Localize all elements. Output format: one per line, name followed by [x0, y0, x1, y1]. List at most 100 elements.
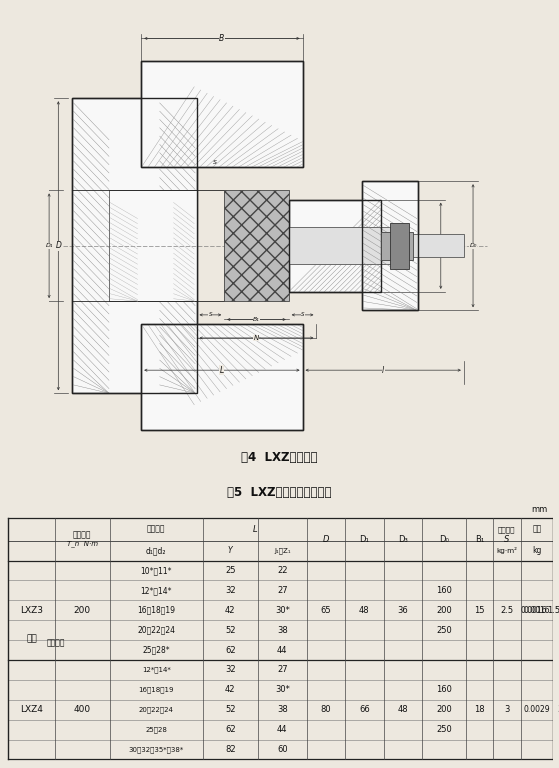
Bar	[141, 61, 302, 167]
Text: kg·m²: kg·m²	[496, 547, 517, 554]
Text: 400: 400	[74, 705, 91, 714]
Bar	[141, 324, 302, 430]
Text: 30*: 30*	[275, 606, 290, 615]
Text: D: D	[323, 535, 329, 544]
Text: 52: 52	[225, 626, 235, 634]
Text: D₀: D₀	[439, 535, 449, 544]
Text: 22: 22	[277, 566, 287, 575]
Text: 82: 82	[225, 745, 235, 754]
Text: 200: 200	[436, 606, 452, 615]
Text: 2.5: 2.5	[500, 606, 513, 615]
Text: L: L	[253, 525, 257, 534]
Text: 1.5: 1.5	[547, 606, 559, 615]
Text: 44: 44	[277, 646, 287, 654]
Text: N: N	[254, 335, 259, 341]
Bar	[224, 190, 288, 301]
Text: 48: 48	[359, 606, 369, 615]
Text: 25、28: 25、28	[145, 727, 167, 733]
Text: Y: Y	[228, 546, 233, 555]
Text: l: l	[382, 366, 384, 375]
Text: 44: 44	[277, 725, 287, 734]
Text: 36: 36	[397, 606, 408, 615]
Text: B: B	[219, 34, 225, 43]
Text: 表5  LXZ型联轴器主要尺寸: 表5 LXZ型联轴器主要尺寸	[228, 486, 331, 499]
Text: D₁: D₁	[359, 535, 369, 544]
Text: 32: 32	[225, 665, 235, 674]
Text: B₁: B₁	[475, 535, 484, 544]
Text: 38: 38	[277, 626, 288, 634]
Bar	[141, 61, 302, 167]
Text: S: S	[504, 535, 510, 544]
Text: 3.3: 3.3	[558, 705, 559, 714]
Text: 12*、14*: 12*、14*	[142, 667, 170, 674]
Text: 60: 60	[277, 745, 287, 754]
Text: 52: 52	[225, 705, 235, 714]
Text: 25: 25	[225, 566, 235, 575]
Text: L: L	[220, 366, 224, 375]
Text: 轴孔直径: 轴孔直径	[147, 525, 165, 534]
Text: 图4  LXZ型联轴器: 图4 LXZ型联轴器	[241, 452, 318, 464]
Bar	[390, 223, 409, 269]
Text: mm: mm	[532, 505, 548, 514]
Text: 20、22、24: 20、22、24	[139, 707, 174, 713]
Text: S: S	[301, 313, 304, 317]
Text: 12*、14*: 12*、14*	[140, 586, 172, 595]
Text: 3: 3	[504, 705, 510, 714]
Text: 38: 38	[277, 705, 288, 714]
Text: 0.0016: 0.0016	[524, 606, 550, 615]
Text: D₀: D₀	[470, 243, 477, 248]
Text: 16、18、19: 16、18、19	[138, 606, 175, 615]
Text: 公称转矩: 公称转矩	[47, 639, 65, 647]
Text: 质量: 质量	[532, 525, 542, 534]
Text: 65: 65	[321, 606, 331, 615]
Text: 0.0016: 0.0016	[521, 606, 548, 615]
Text: 30*: 30*	[275, 685, 290, 694]
Text: 80: 80	[321, 705, 331, 714]
Bar	[72, 98, 197, 393]
Text: 250: 250	[436, 626, 452, 634]
Text: B₁: B₁	[253, 317, 260, 322]
Text: 0.0029: 0.0029	[524, 705, 550, 714]
Bar	[288, 227, 399, 264]
Text: 62: 62	[225, 725, 235, 734]
Text: D₃: D₃	[437, 243, 444, 248]
Text: 转动惯量: 转动惯量	[498, 526, 515, 533]
Text: S: S	[213, 161, 217, 165]
Text: T_n  N·m: T_n N·m	[67, 540, 98, 547]
Text: 66: 66	[359, 705, 370, 714]
Text: 42: 42	[225, 606, 235, 615]
Bar	[72, 98, 197, 393]
Text: d₁、d₂: d₁、d₂	[146, 546, 167, 555]
Text: 62: 62	[225, 646, 235, 654]
Text: 10*、11*: 10*、11*	[140, 566, 172, 575]
Text: 18: 18	[474, 705, 485, 714]
Text: 27: 27	[277, 586, 287, 595]
Bar	[381, 232, 413, 260]
Text: D: D	[55, 241, 61, 250]
Text: 25、28*: 25、28*	[143, 646, 170, 654]
Text: 48: 48	[397, 705, 408, 714]
Text: LXZ3: LXZ3	[20, 606, 43, 615]
Text: 160: 160	[436, 586, 452, 595]
Text: 42: 42	[225, 685, 235, 694]
Text: 160: 160	[436, 685, 452, 694]
Bar	[362, 181, 418, 310]
Text: J₁、Z₁: J₁、Z₁	[274, 548, 291, 554]
Text: 27: 27	[277, 665, 287, 674]
Text: 20、22、24: 20、22、24	[138, 626, 175, 634]
Bar	[288, 200, 381, 292]
Text: 250: 250	[436, 725, 452, 734]
Text: 30、32、35*、38*: 30、32、35*、38*	[129, 746, 184, 753]
Text: 200: 200	[74, 606, 91, 615]
Text: kg: kg	[532, 546, 542, 555]
Bar	[362, 181, 418, 310]
Text: 15: 15	[474, 606, 485, 615]
Text: D₁: D₁	[45, 243, 53, 248]
Text: 公称转矩: 公称转矩	[73, 531, 92, 539]
Text: LXZ4: LXZ4	[20, 705, 43, 714]
Bar	[409, 234, 464, 257]
Text: 16、18、19: 16、18、19	[139, 687, 174, 694]
Text: 200: 200	[436, 705, 452, 714]
Bar	[141, 324, 302, 430]
Bar	[288, 200, 381, 292]
